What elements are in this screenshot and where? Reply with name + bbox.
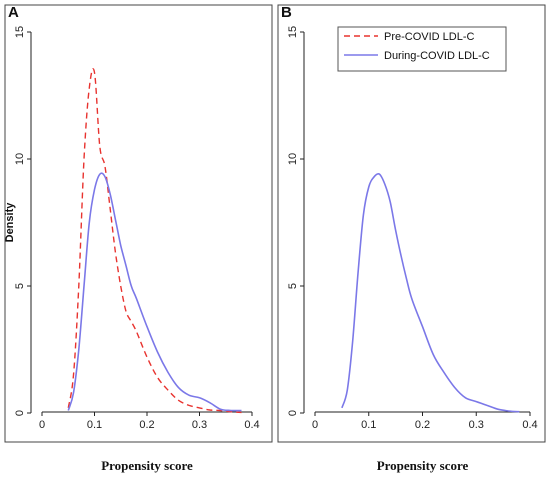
panel-frame — [277, 4, 546, 443]
x-tick-label: 0.2 — [415, 419, 430, 431]
x-tick-label: 0.3 — [469, 419, 484, 431]
y-tick-label: 5 — [14, 283, 26, 289]
x-axis-label: Propensity score — [101, 458, 193, 473]
x-tick-label: 0.3 — [192, 419, 207, 431]
legend: Pre-COVID LDL-C During-COVID LDL-C — [337, 26, 507, 72]
panel-letter: B — [281, 4, 292, 21]
x-tick-label: 0.1 — [361, 419, 376, 431]
series-line-pre-covid — [67, 68, 242, 414]
legend-entry: Pre-COVID LDL-C — [384, 31, 475, 43]
legend-box — [337, 26, 507, 72]
x-tick-label: 0 — [39, 419, 45, 431]
x-tick-label: 0.2 — [139, 419, 154, 431]
legend-entry: During-COVID LDL-C — [384, 50, 490, 62]
x-tick-label: 0 — [312, 419, 318, 431]
y-tick-label: 15 — [287, 26, 299, 38]
series-line-during-covid — [67, 172, 242, 412]
panel-frame — [4, 4, 273, 443]
y-tick-label: 10 — [14, 153, 26, 165]
y-tick-label: 10 — [287, 153, 299, 165]
y-tick-label: 0 — [14, 410, 26, 416]
panel-b: B 0 5 10 15 0 0.1 0.2 0.3 0.4 Propensity score Pre-… — [277, 4, 546, 473]
x-tick-label: 0.4 — [244, 419, 259, 431]
x-axis-label: Propensity score — [377, 458, 469, 473]
panel-letter: A — [8, 4, 19, 21]
y-tick-label: 15 — [14, 26, 26, 38]
panel-a: A 0 5 10 15 Density 0 0.1 0.2 0.3 0.4 Propensity sc… — [4, 4, 273, 473]
x-tick-label: 0.1 — [87, 419, 102, 431]
y-axis-label: Density — [4, 202, 16, 243]
x-tick-label: 0.4 — [522, 419, 537, 431]
y-tick-label: 0 — [287, 410, 299, 416]
series-line-during-covid — [341, 173, 520, 413]
y-tick-label: 5 — [287, 283, 299, 289]
